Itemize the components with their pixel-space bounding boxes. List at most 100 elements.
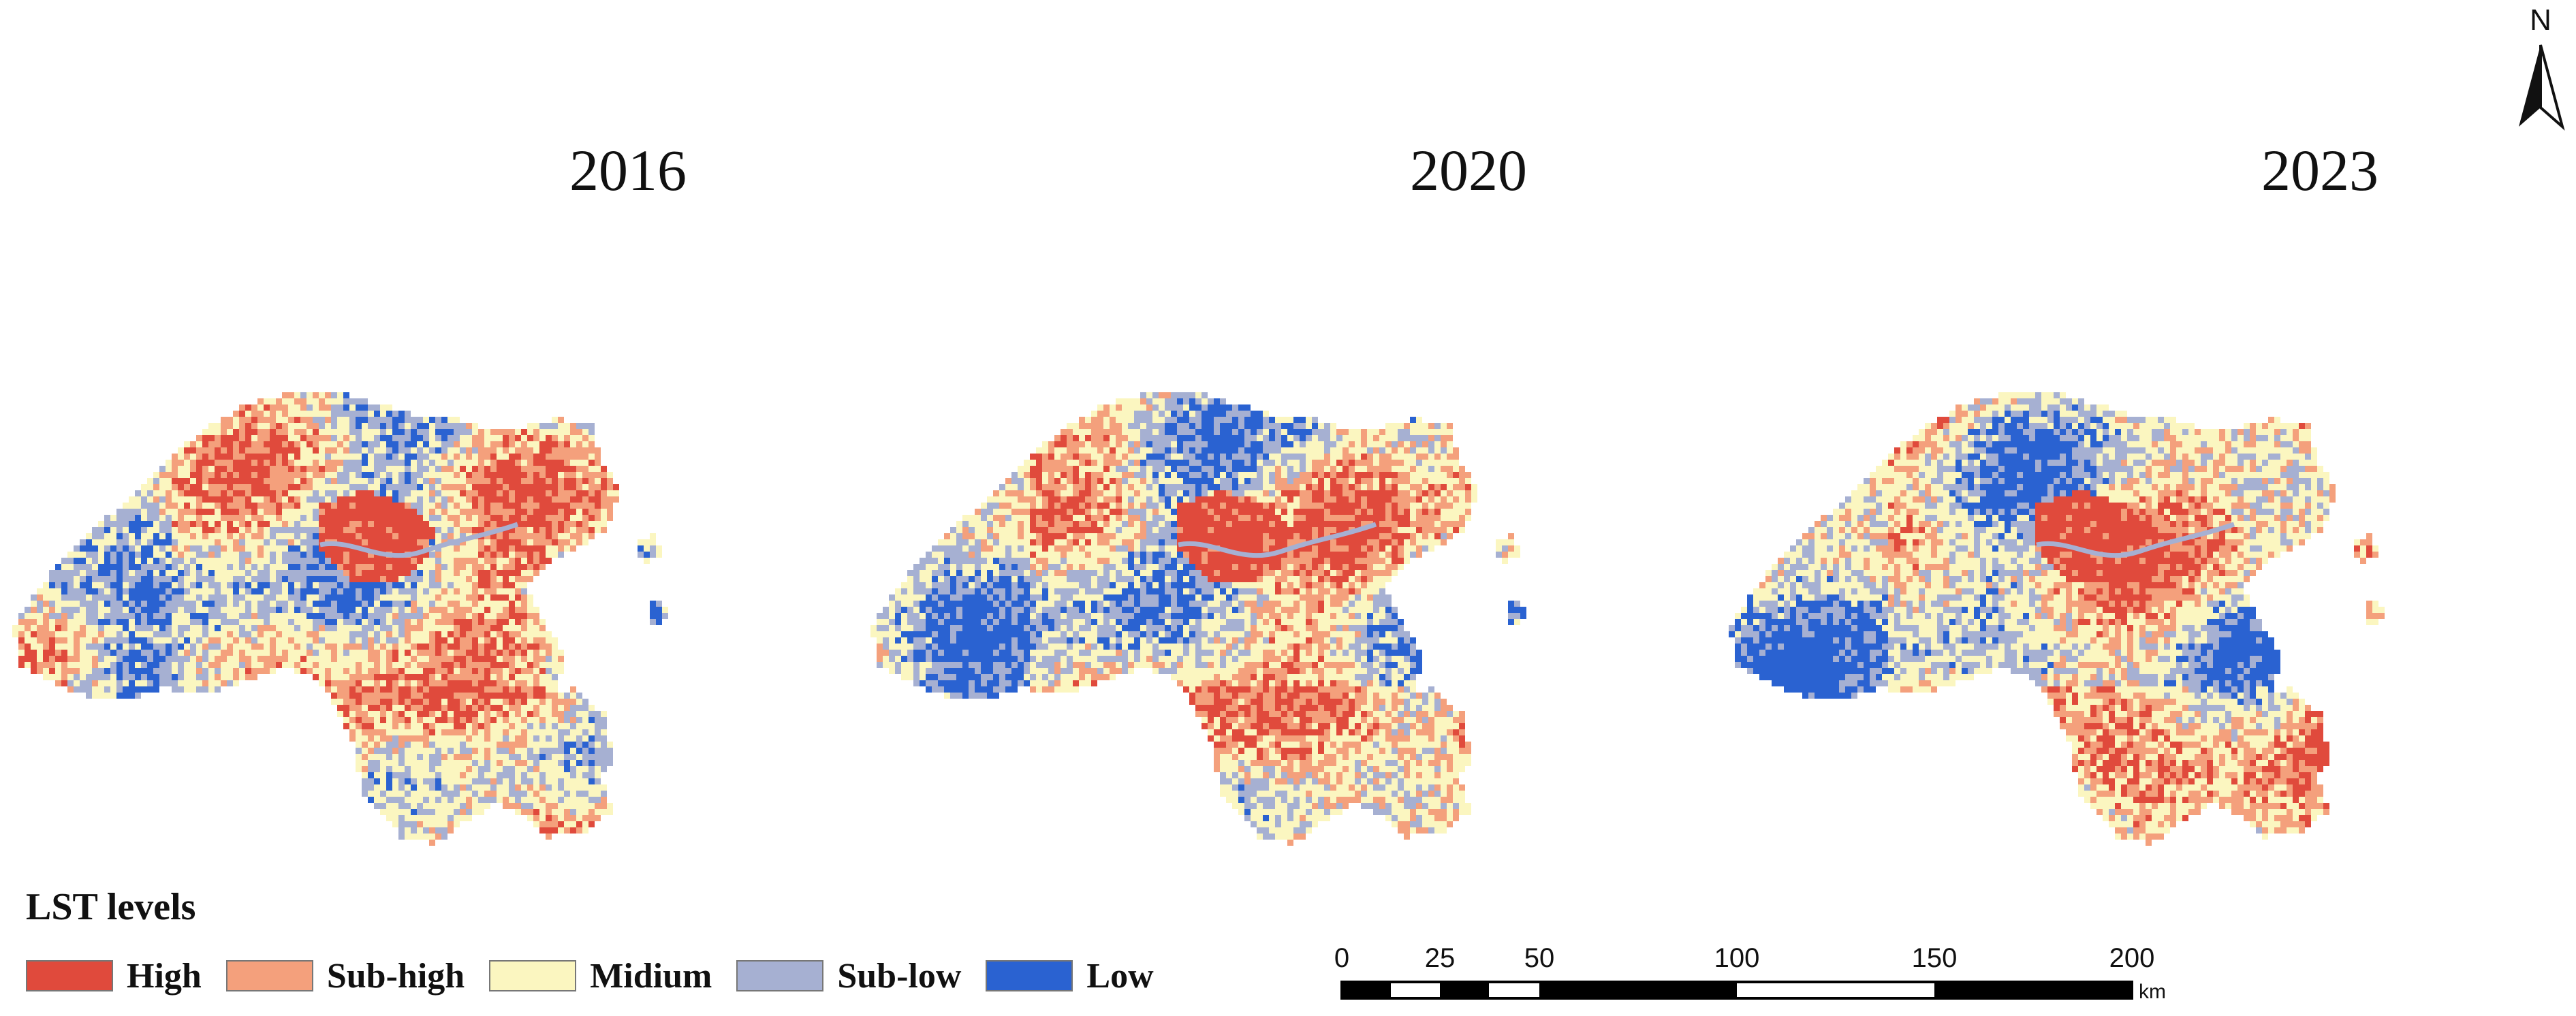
lst-pixel [98, 521, 104, 527]
lst-pixel [264, 552, 270, 558]
lst-pixel [460, 545, 466, 552]
lst-pixel [368, 778, 374, 784]
lst-pixel [307, 398, 313, 404]
lst-pixel [239, 631, 245, 637]
lst-pixel [478, 478, 484, 484]
lst-pixel [466, 582, 472, 588]
lst-pixel [527, 423, 533, 429]
lst-pixel [1054, 454, 1061, 460]
lst-pixel [405, 601, 411, 607]
lst-pixel [576, 766, 582, 772]
lst-pixel [503, 625, 509, 631]
lst-pixel [582, 803, 588, 809]
lst-pixel [251, 527, 257, 533]
lst-pixel [392, 717, 398, 723]
lst-pixel [172, 552, 178, 558]
lst-pixel [356, 699, 362, 705]
lst-pixel [104, 552, 110, 558]
lst-pixel [423, 815, 429, 821]
lst-pixel [313, 472, 319, 478]
lst-pixel [141, 539, 147, 545]
lst-pixel [245, 668, 251, 674]
lst-pixel [172, 625, 178, 631]
lst-pixel [257, 582, 264, 588]
lst-pixel [67, 582, 74, 588]
lst-pixel [368, 766, 374, 772]
lst-pixel [319, 484, 325, 490]
lst-pixel [490, 466, 497, 472]
lst-pixel [539, 693, 546, 699]
lst-pixel [533, 668, 539, 674]
lst-pixel [215, 521, 221, 527]
lst-pixel [276, 466, 282, 472]
lst-pixel [166, 460, 172, 466]
lst-pixel [564, 490, 570, 496]
lst-pixel [601, 478, 607, 484]
lst-pixel [294, 429, 300, 435]
lst-pixel [374, 503, 380, 509]
lst-pixel [521, 429, 527, 435]
lst-pixel [570, 490, 576, 496]
lst-pixel [460, 797, 466, 803]
lst-pixel [86, 656, 92, 662]
lst-pixel [374, 668, 380, 674]
lst-pixel [398, 478, 405, 484]
lst-pixel [466, 748, 472, 754]
lst-pixel [527, 631, 533, 637]
lst-pixel [423, 680, 429, 686]
lst-pixel [147, 545, 153, 552]
lst-pixel [337, 466, 343, 472]
lst-pixel [546, 742, 552, 748]
lst-pixel [435, 417, 441, 423]
lst-pixel [533, 478, 539, 484]
lst-pixel [307, 631, 313, 637]
lst-pixel [472, 705, 478, 711]
lst-pixel [1226, 411, 1232, 417]
lst-pixel [1079, 417, 1085, 423]
lst-pixel [325, 613, 331, 619]
lst-pixel [104, 515, 110, 521]
lst-pixel [405, 509, 411, 515]
lst-pixel [435, 521, 441, 527]
lst-pixel [1287, 447, 1293, 454]
lst-pixel [153, 662, 159, 668]
lst-pixel [294, 607, 300, 613]
lst-pixel [447, 766, 454, 772]
lst-pixel [362, 594, 368, 601]
lst-pixel [147, 613, 153, 619]
lst-pixel [356, 423, 362, 429]
lst-pixel [1201, 423, 1208, 429]
lst-pixel [98, 594, 104, 601]
lst-pixel [588, 435, 595, 441]
lst-pixel [356, 680, 362, 686]
lst-pixel [276, 619, 282, 625]
lst-pixel [484, 791, 490, 797]
lst-pixel [398, 417, 405, 423]
lst-pixel [472, 472, 478, 478]
lst-pixel [343, 539, 349, 545]
lst-pixel [233, 521, 239, 527]
lst-pixel [1300, 441, 1306, 447]
lst-pixel [423, 717, 429, 723]
lst-pixel [1122, 447, 1128, 454]
lst-pixel [576, 760, 582, 766]
lst-pixel [349, 447, 356, 454]
lst-pixel [264, 527, 270, 533]
lst-pixel [282, 423, 288, 429]
lst-pixel [49, 594, 55, 601]
lst-pixel [349, 619, 356, 625]
lst-pixel [257, 594, 264, 601]
lst-pixel [67, 631, 74, 637]
lst-pixel [527, 454, 533, 460]
lst-pixel [423, 454, 429, 460]
lst-pixel [454, 729, 460, 735]
lst-pixel [595, 815, 601, 821]
lst-pixel [1428, 447, 1434, 454]
lst-pixel [184, 527, 190, 533]
lst-pixel [601, 472, 607, 478]
lst-pixel [546, 478, 552, 484]
lst-pixel [270, 564, 276, 570]
lst-pixel [546, 778, 552, 784]
lst-pixel [466, 699, 472, 705]
lst-pixel [270, 398, 276, 404]
